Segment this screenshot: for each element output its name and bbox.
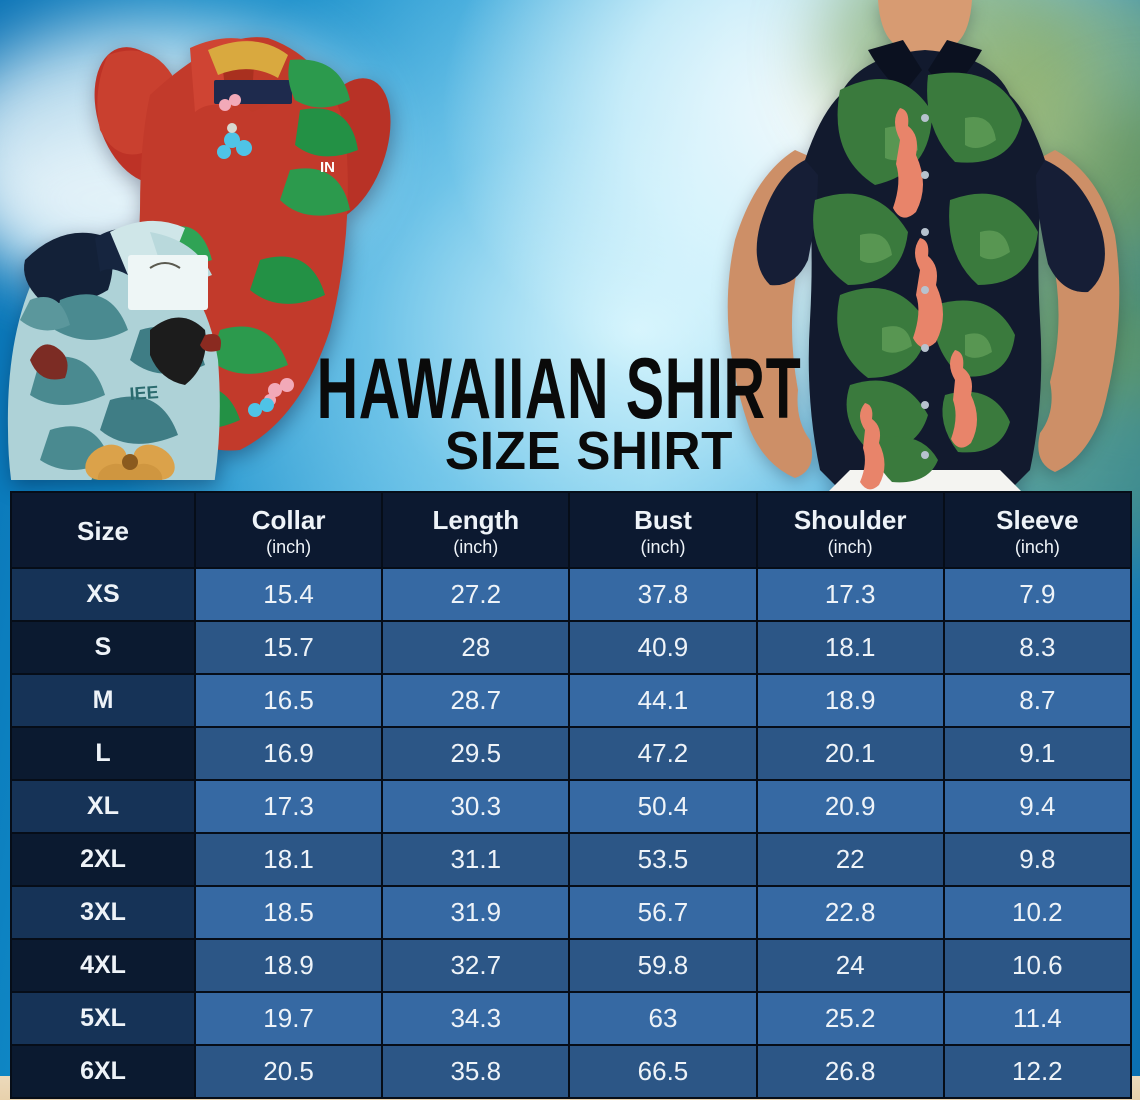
svg-text:IN: IN bbox=[320, 159, 335, 176]
svg-text:IEE: IEE bbox=[129, 382, 159, 404]
